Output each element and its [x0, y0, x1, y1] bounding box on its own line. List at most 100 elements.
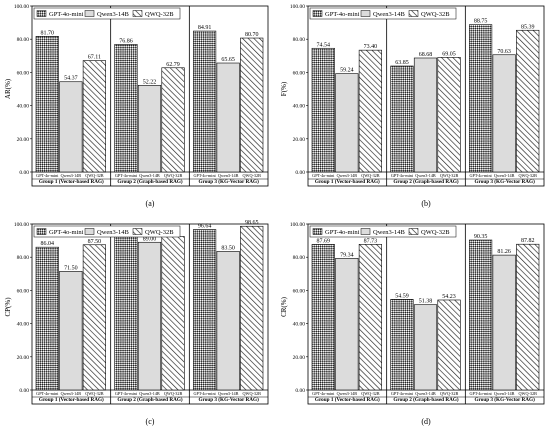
legend-swatch	[360, 10, 371, 17]
bar	[335, 257, 359, 391]
legend-swatch	[360, 228, 371, 235]
legend-entry: QWQ-32B	[421, 229, 450, 236]
plot-frame	[31, 5, 269, 187]
bar	[114, 232, 138, 391]
bar	[413, 304, 438, 391]
bar	[335, 73, 359, 173]
bar-value-label: 83.50	[221, 245, 235, 251]
bar	[437, 299, 461, 391]
x-group-label: Group 3 (KG-Vector RAG)	[475, 178, 536, 185]
x-group-label: Group 3 (KG-Vector RAG)	[475, 396, 536, 403]
bar-value-label: 96.64	[198, 224, 212, 230]
bar	[390, 65, 414, 173]
bar-value-label: 63.85	[395, 60, 409, 66]
x-group-label: Group 1 (Vector-based RAG)	[39, 396, 104, 403]
bar-value-label: 69.05	[442, 51, 456, 57]
legend-box	[309, 7, 457, 20]
bar	[358, 49, 382, 173]
bar	[492, 54, 516, 173]
bar	[161, 236, 185, 391]
bar-value-label: 71.50	[64, 265, 78, 271]
bar	[311, 244, 335, 391]
legend-swatch	[132, 228, 143, 235]
legend-box	[33, 225, 181, 238]
bar-value-label: 90.35	[474, 234, 488, 240]
bar-value-label: 51.38	[419, 299, 433, 305]
bar-value-label: 52.22	[143, 79, 157, 85]
legend-entry: Qwen3-14B	[373, 11, 405, 18]
bar-value-label: 70.63	[497, 49, 511, 55]
bar-value-label: 65.65	[221, 57, 235, 63]
bar-category-label: QWQ-32B	[85, 391, 104, 396]
legend: GPT-4o-mini Qwen3-14B QWQ-32B	[309, 7, 457, 20]
legend-swatch	[408, 10, 419, 17]
legend-swatch	[132, 10, 143, 17]
bar-value-label: 86.04	[41, 241, 55, 247]
x-group-label: Group 1 (Vector-based RAG)	[315, 396, 380, 403]
bar-category-label: GPT-4o-mini	[312, 173, 335, 178]
y-tick-label: 40.00	[293, 322, 306, 328]
bar	[35, 246, 59, 391]
legend: GPT-4o-mini Qwen3-14B QWQ-32B	[309, 225, 457, 238]
y-tick-label: 40.00	[293, 104, 306, 110]
bar	[59, 271, 83, 391]
x-group-label: Group 3 (KG-Vector RAG)	[199, 178, 260, 185]
bar	[59, 81, 83, 173]
y-tick-label: 20.00	[293, 355, 306, 361]
legend-entry: GPT-4o-mini	[49, 229, 84, 236]
bar-category-label: GPT-4o-mini	[470, 173, 493, 178]
legend-swatch	[84, 228, 95, 235]
y-tick-label: 40.00	[17, 322, 30, 328]
y-tick-label: 80.00	[17, 255, 30, 261]
bar	[469, 239, 493, 391]
bar-value-label: 74.54	[317, 42, 331, 48]
bar-category-label: Qwen3-14B	[337, 173, 358, 178]
bar-category-label: QWQ-32B	[243, 173, 262, 178]
bar-value-label: 84.91	[198, 25, 212, 31]
bar-value-label: 79.34	[340, 252, 354, 258]
y-axis-label: CR(%)	[280, 296, 288, 317]
y-axis-label: AR(%)	[4, 78, 12, 99]
y-tick-label: 60.00	[17, 288, 30, 294]
x-group-label: Group 1 (Vector-based RAG)	[315, 178, 380, 185]
legend-entry: Qwen3-14B	[97, 229, 129, 236]
bar	[216, 62, 240, 173]
bar-category-label: Qwen3-14B	[218, 391, 239, 396]
y-tick-label: 20.00	[17, 355, 30, 361]
bar-category-label: Qwen3-14B	[494, 173, 515, 178]
y-tick-label: 60.00	[293, 288, 306, 294]
bar-category-label: Qwen3-14B	[61, 173, 82, 178]
legend-entry: Qwen3-14B	[97, 11, 129, 18]
bar-value-label: 68.68	[419, 52, 433, 58]
bar-category-label: Qwen3-14B	[61, 391, 82, 396]
bar-category-label: GPT-4o-mini	[470, 391, 493, 396]
y-tick-label: 20.00	[17, 137, 30, 143]
legend-entry: QWQ-32B	[421, 11, 450, 18]
bar-value-label: 81.70	[41, 30, 55, 36]
y-tick-label: 0.00	[295, 388, 305, 394]
legend: GPT-4o-mini Qwen3-14B QWQ-32B	[33, 225, 181, 238]
y-tick-label: 60.00	[293, 70, 306, 76]
bar-category-label: GPT-4o-mini	[194, 173, 217, 178]
bar	[390, 299, 414, 391]
legend-swatch	[312, 228, 323, 235]
bar	[82, 244, 106, 391]
chart-panel: 0.00 20.00 40.00 60.00 80.00 100.00 AR(%) Group…	[4, 4, 269, 208]
plot-frame	[307, 5, 545, 187]
y-tick-label: 100.00	[290, 4, 305, 10]
bar-category-label: QWQ-32B	[519, 173, 538, 178]
bar	[516, 243, 540, 391]
y-tick-label: 80.00	[293, 37, 306, 43]
plot-frame	[307, 223, 545, 405]
bar	[161, 67, 185, 173]
legend: GPT-4o-mini Qwen3-14B QWQ-32B	[33, 7, 181, 20]
bar-value-label: 87.73	[364, 238, 378, 244]
chart-panel: 0.00 20.00 40.00 60.00 80.00 100.00 CR(%) Group…	[280, 222, 545, 426]
bar	[311, 47, 335, 173]
bar-category-label: Qwen3-14B	[415, 173, 436, 178]
y-tick-label: 0.00	[19, 388, 29, 394]
chart-panel: 0.00 20.00 40.00 60.00 80.00 100.00 F(%) Group …	[280, 4, 545, 208]
legend-swatch	[36, 228, 47, 235]
bar-value-label: 67.11	[88, 55, 101, 61]
